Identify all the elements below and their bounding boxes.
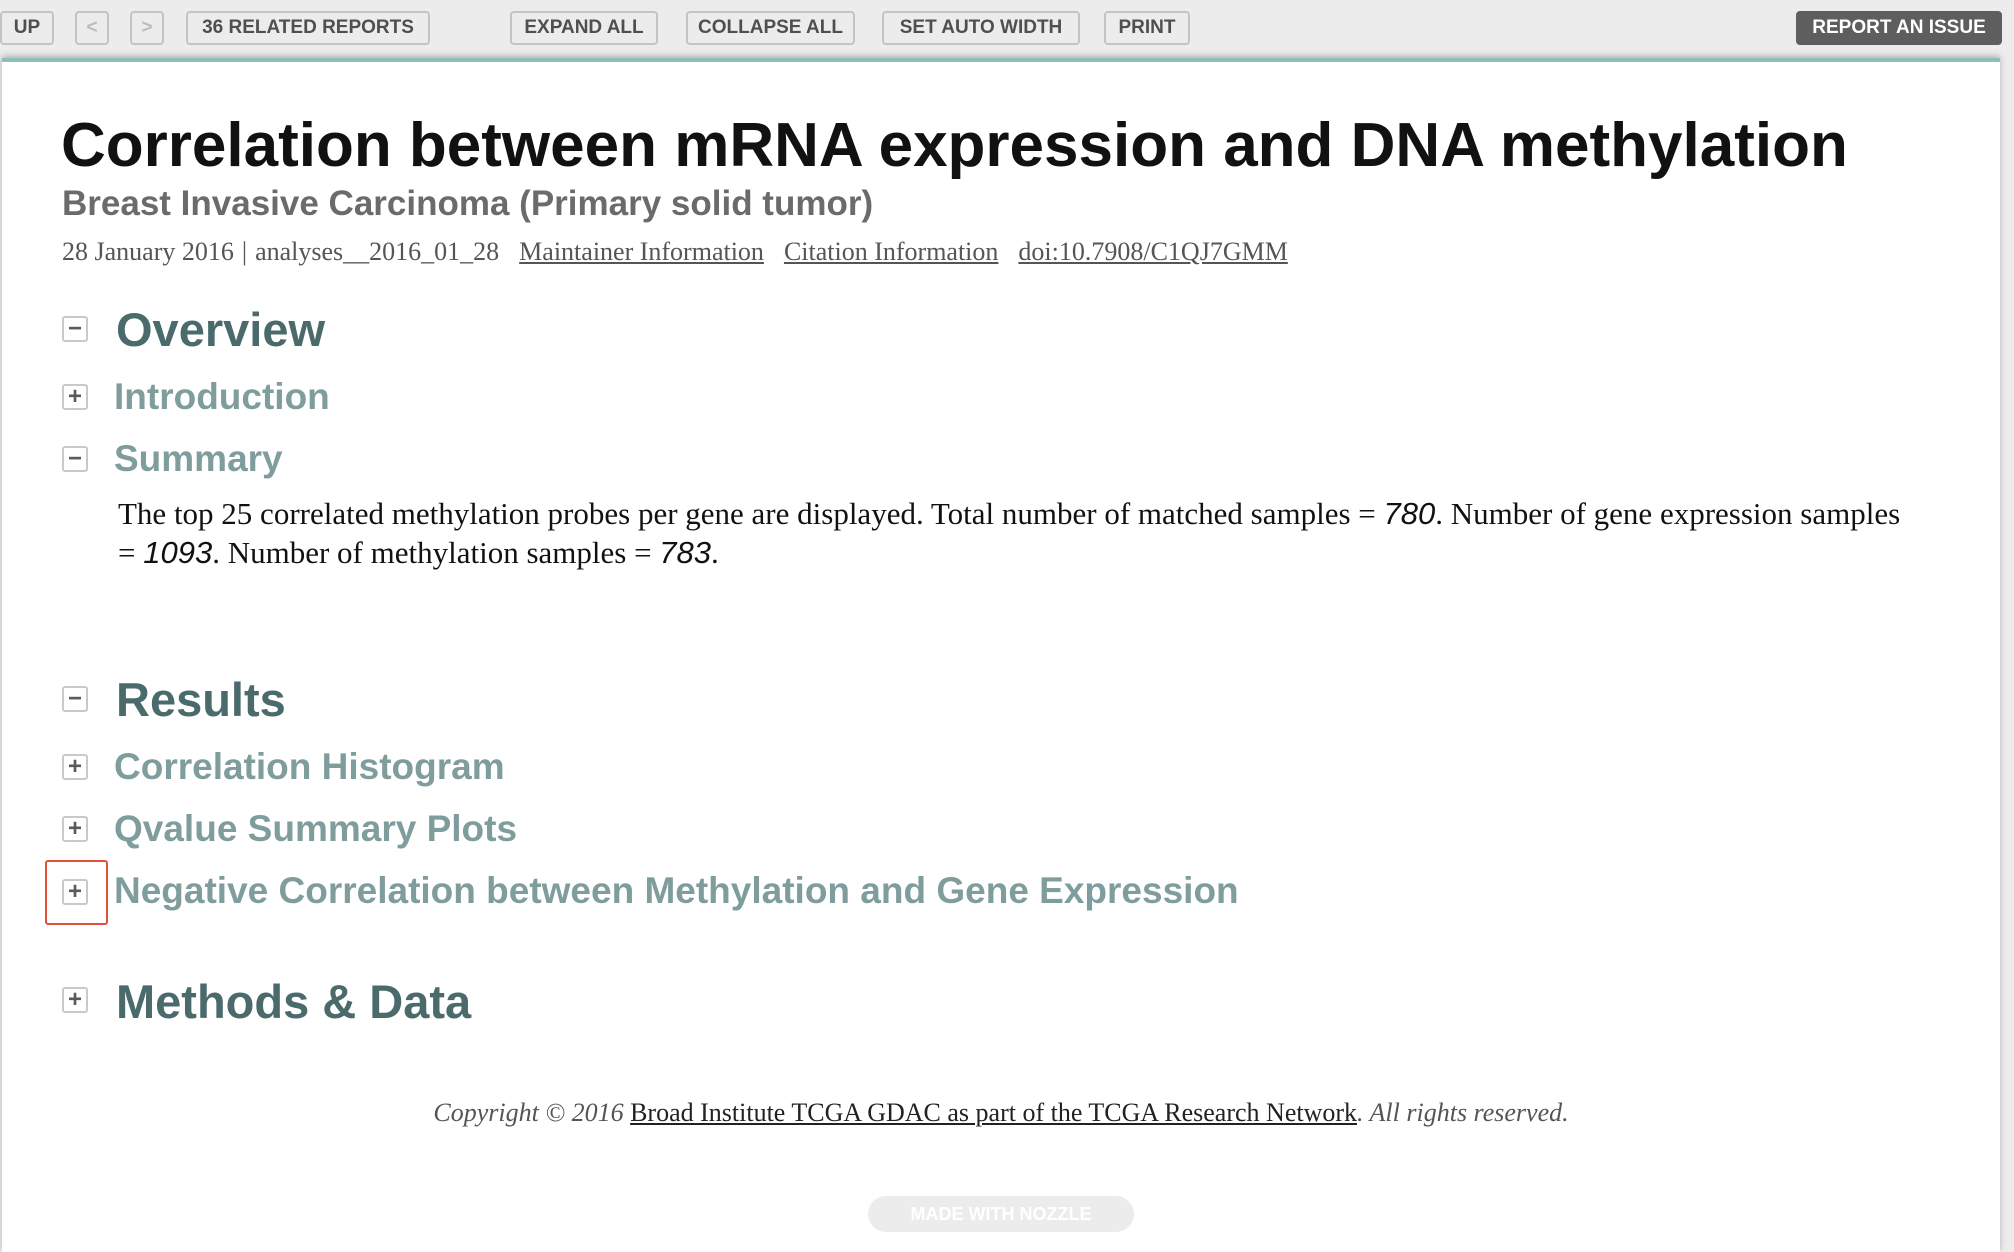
gene-expression-samples-value: 1093 (143, 535, 213, 570)
made-with-nozzle-badge[interactable]: MADE WITH NOZZLE (868, 1196, 1134, 1232)
report-metadata: 28 January 2016 | analyses__2016_01_28 Main… (62, 237, 1288, 267)
results-collapse-toggle[interactable]: − (62, 686, 88, 712)
related-reports-button[interactable]: 36 RELATED REPORTS (186, 11, 430, 45)
summary-text: The top 25 correlated methylation probes… (118, 494, 1908, 572)
citation-information-link[interactable]: Citation Information (783, 237, 999, 266)
summary-text-part: . (711, 535, 719, 570)
report-date: 28 January 2016 (62, 237, 234, 266)
overview-heading[interactable]: Overview (116, 303, 326, 356)
set-auto-width-button[interactable]: SET AUTO WIDTH (882, 11, 1080, 45)
copyright-prefix: Copyright © 2016 (433, 1098, 631, 1127)
previous-button[interactable]: < (75, 11, 109, 45)
copyright-suffix: . All rights reserved. (1357, 1098, 1569, 1127)
report-page: Correlation between mRNA expression and … (2, 58, 2000, 1252)
expand-all-button[interactable]: EXPAND ALL (510, 11, 658, 45)
next-button[interactable]: > (130, 11, 164, 45)
broad-institute-link[interactable]: Broad Institute TCGA GDAC as part of the… (630, 1098, 1358, 1127)
copyright-footer: Copyright © 2016 Broad Institute TCGA GD… (2, 1098, 2000, 1128)
qvalue-summary-plots-heading[interactable]: Qvalue Summary Plots (114, 808, 518, 849)
matched-samples-value: 780 (1383, 496, 1436, 531)
analysis-id: analyses__2016_01_28 (255, 237, 500, 266)
page-subtitle: Breast Invasive Carcinoma (Primary solid… (62, 184, 874, 223)
summary-text-part: The top 25 correlated methylation probes… (118, 496, 1384, 531)
report-issue-button[interactable]: REPORT AN ISSUE (1796, 11, 2002, 45)
introduction-expand-toggle[interactable]: + (62, 384, 88, 410)
summary-text-part: . Number of methylation samples = (212, 535, 660, 570)
print-button[interactable]: PRINT (1104, 11, 1190, 45)
negative-correlation-expand-toggle[interactable]: + (62, 879, 88, 905)
negative-correlation-heading[interactable]: Negative Correlation between Methylation… (114, 870, 1239, 911)
top-toolbar: UP < > 36 RELATED REPORTS EXPAND ALL COL… (0, 0, 2014, 58)
introduction-heading[interactable]: Introduction (114, 376, 330, 417)
maintainer-information-link[interactable]: Maintainer Information (519, 237, 764, 266)
highlight-box (45, 860, 108, 925)
page-title: Correlation between mRNA expression and … (61, 111, 1848, 180)
doi-link[interactable]: doi:10.7908/C1QJ7GMM (1018, 237, 1288, 266)
meta-separator: | (241, 237, 248, 266)
overview-collapse-toggle[interactable]: − (62, 316, 88, 342)
results-heading[interactable]: Results (116, 673, 286, 726)
correlation-histogram-expand-toggle[interactable]: + (62, 754, 88, 780)
qvalue-summary-plots-expand-toggle[interactable]: + (62, 816, 88, 842)
methods-data-heading[interactable]: Methods & Data (116, 975, 472, 1028)
summary-heading[interactable]: Summary (114, 438, 283, 479)
methylation-samples-value: 783 (659, 535, 712, 570)
correlation-histogram-heading[interactable]: Correlation Histogram (114, 746, 505, 787)
up-button[interactable]: UP (0, 11, 54, 45)
methods-data-expand-toggle[interactable]: + (62, 987, 88, 1013)
summary-text-part: . Number of gene expression samples = (118, 496, 1901, 570)
summary-collapse-toggle[interactable]: − (62, 446, 88, 472)
collapse-all-button[interactable]: COLLAPSE ALL (686, 11, 855, 45)
